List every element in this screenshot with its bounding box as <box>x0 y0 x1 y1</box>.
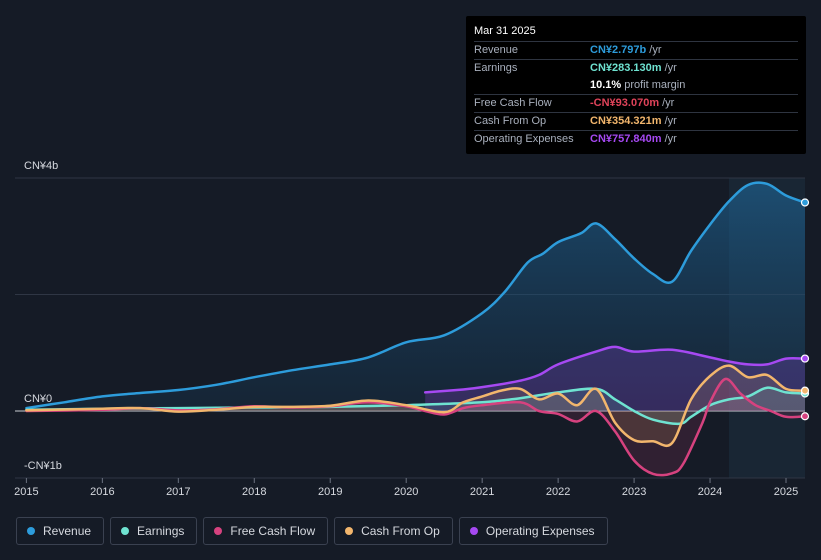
endpoint-cash-from-op <box>800 386 810 395</box>
legend-label: Cash From Op <box>361 524 440 538</box>
legend-dot-icon <box>469 527 478 535</box>
x-tick-label: 2016 <box>90 486 114 498</box>
legend-item-free-cash-flow[interactable]: Free Cash Flow <box>203 517 329 545</box>
area-operating-expenses <box>425 346 805 411</box>
x-axis-ticks: 2015 2016 2017 2018 2019 2020 2021 2022 2023 2024… <box>14 478 798 498</box>
tooltip-row-unit: /yr <box>649 44 662 56</box>
y-tick-label-bottom: -CN¥1b <box>24 460 62 472</box>
tooltip-row-label: Operating Expenses <box>474 133 574 145</box>
area-revenue <box>26 182 805 411</box>
x-tick-label: 2022 <box>546 486 570 498</box>
endpoint-operating-expenses <box>800 354 810 363</box>
area-cash-from-op <box>26 365 805 446</box>
tooltip-row-value: CN¥2.797b <box>590 44 647 56</box>
x-tick-label: 2018 <box>242 486 266 498</box>
y-tick-label-zero: CN¥0 <box>24 393 53 405</box>
legend-item-revenue[interactable]: Revenue <box>16 517 105 545</box>
area-free-cash-flow <box>26 378 805 476</box>
y-tick-label-top: CN¥4b <box>24 160 59 172</box>
tooltip-row-unit: /yr <box>664 133 677 145</box>
x-tick-label: 2023 <box>622 486 646 498</box>
legend: Revenue Earnings Free Cash Flow Cash From O… <box>16 517 608 545</box>
tooltip-row-label: Free Cash Flow <box>474 97 552 109</box>
series-areas <box>26 182 805 476</box>
legend-dot-icon <box>214 527 223 535</box>
tooltip-row-label: Earnings <box>474 62 518 74</box>
tooltip-row: Earnings CN¥283.130m/yr <box>474 59 798 77</box>
tooltip-row-value: CN¥283.130m <box>590 62 662 74</box>
tooltip-row-label <box>474 77 590 94</box>
tooltip-row-value: CN¥757.840m <box>590 133 662 145</box>
tooltip-row: Revenue CN¥2.797b/yr <box>474 41 798 59</box>
tooltip-row: Cash From Op CN¥354.321m/yr <box>474 112 798 130</box>
series-lines <box>25 181 807 477</box>
tooltip-row-unit: profit margin <box>624 79 686 91</box>
tooltip-row-value: -CN¥93.070m <box>590 97 660 109</box>
line-cash-from-op <box>25 364 807 448</box>
legend-dot-icon <box>345 527 354 535</box>
tooltip-row-unit: /yr <box>664 115 677 127</box>
gridlines <box>15 177 805 479</box>
tooltip-row-value: 10.1% <box>590 79 622 91</box>
x-tick-label: 2024 <box>698 486 722 498</box>
tooltip-row-unit: /yr <box>664 62 677 74</box>
endpoint-revenue <box>800 198 810 207</box>
legend-dot-icon <box>121 527 130 535</box>
tooltip-row-value: CN¥354.321m <box>590 115 662 127</box>
tooltip-row: 10.1% profit margin <box>474 77 798 94</box>
legend-label: Operating Expenses <box>485 524 595 538</box>
tooltip-row: Operating Expenses CN¥757.840m/yr <box>474 130 798 148</box>
legend-label: Earnings <box>137 524 185 538</box>
x-tick-label: 2021 <box>470 486 494 498</box>
x-tick-label: 2017 <box>166 486 190 498</box>
x-tick-label: 2015 <box>14 486 38 498</box>
line-revenue <box>25 181 807 410</box>
x-tick-label: 2020 <box>394 486 418 498</box>
legend-item-cash-from-op[interactable]: Cash From Op <box>334 517 453 545</box>
x-tick-label: 2019 <box>318 486 342 498</box>
legend-dot-icon <box>27 527 35 535</box>
endpoint-free-cash-flow <box>800 412 810 421</box>
x-tick-label: 2025 <box>774 486 798 498</box>
tooltip-date: Mar 31 2025 <box>474 25 536 37</box>
tooltip-row: Free Cash Flow -CN¥93.070m/yr <box>474 94 798 112</box>
series-endpoints <box>800 198 810 421</box>
line-operating-expenses <box>423 345 807 394</box>
tooltip-row-unit: /yr <box>662 97 675 109</box>
legend-item-earnings[interactable]: Earnings <box>110 517 198 545</box>
legend-label: Revenue <box>43 524 92 538</box>
legend-item-operating-expenses[interactable]: Operating Expenses <box>458 517 608 545</box>
tooltip-row-label: Revenue <box>474 44 519 56</box>
tooltip-row-label: Cash From Op <box>474 115 547 127</box>
legend-label: Free Cash Flow <box>230 524 316 538</box>
tooltip-panel: Mar 31 2025 Revenue CN¥2.797b/yr Earnings C… <box>466 16 806 154</box>
